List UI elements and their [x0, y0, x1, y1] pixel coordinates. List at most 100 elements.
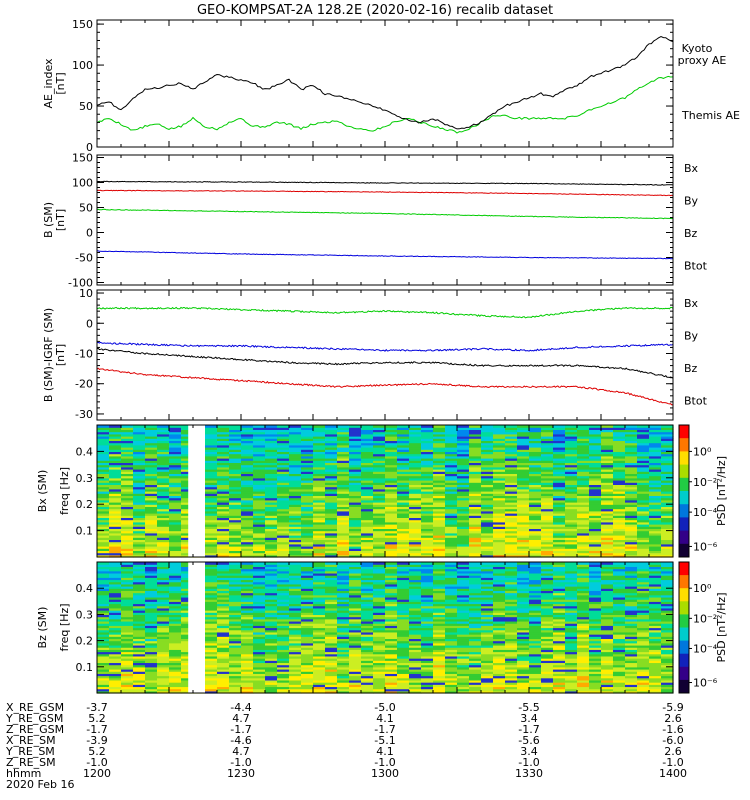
- psd-cell: [289, 433, 302, 437]
- psd-cell: [265, 497, 278, 501]
- psd-cell: [253, 579, 266, 583]
- psd-cell: [145, 436, 158, 439]
- psd-cell: [661, 471, 674, 474]
- psd-cell: [181, 532, 194, 536]
- psd-cell: [601, 431, 614, 435]
- psd-cell: [325, 535, 338, 538]
- psd-cell: [337, 625, 350, 629]
- psd-cell: [661, 521, 674, 525]
- psd-cell: [277, 497, 290, 501]
- psd-cell: [313, 684, 326, 688]
- psd-cell: [337, 480, 350, 483]
- psd-cell: [241, 473, 254, 477]
- psd-cell: [457, 458, 470, 461]
- psd-cell: [181, 429, 194, 433]
- psd-cell: [445, 526, 458, 529]
- psd-cell: [433, 475, 446, 479]
- psd-cell: [337, 671, 350, 674]
- psd-cell: [385, 572, 398, 576]
- psd-cell: [601, 499, 614, 503]
- psd-cell: [529, 495, 542, 499]
- psd-cell: [301, 562, 314, 565]
- psd-cell: [469, 554, 482, 558]
- psd-cell: [373, 620, 386, 624]
- psd-cell: [253, 513, 266, 516]
- psd-cell: [493, 539, 506, 543]
- psd-cell: [325, 684, 338, 688]
- psd-cell: [433, 491, 446, 494]
- psd-cell: [181, 655, 194, 659]
- psd-cell: [409, 504, 422, 507]
- psd-cell: [229, 431, 242, 435]
- psd-cell: [481, 488, 494, 492]
- psd-cell: [337, 631, 350, 635]
- psd-cell: [409, 537, 422, 540]
- psd-cell: [445, 442, 458, 446]
- psd-cell: [133, 662, 146, 666]
- psd-cell: [493, 535, 506, 538]
- psd-cell: [457, 539, 470, 543]
- psd-cell: [661, 546, 674, 549]
- psd-cell: [553, 550, 566, 554]
- series-line-btot: [96, 180, 674, 186]
- psd-cell: [145, 546, 158, 549]
- psd-cell: [565, 486, 578, 490]
- psd-cell: [337, 644, 350, 648]
- psd-cell: [601, 425, 614, 428]
- psd-cell: [409, 625, 422, 629]
- psd-cell: [181, 528, 194, 532]
- psd-cell: [169, 513, 182, 516]
- psd-cell: [589, 554, 602, 558]
- psd-cell: [169, 546, 182, 549]
- psd-cell: [493, 510, 506, 514]
- psd-cell: [109, 528, 122, 532]
- psd-cell: [169, 532, 182, 536]
- psd-cell: [229, 537, 242, 540]
- psd-cell: [157, 658, 170, 661]
- psd-cell: [433, 471, 446, 474]
- psd-cell: [529, 425, 542, 428]
- psd-cell: [385, 579, 398, 583]
- psd-cell: [409, 453, 422, 457]
- psd-cell: [553, 519, 566, 523]
- psd-cell: [625, 519, 638, 523]
- psd-cell: [385, 554, 398, 558]
- psd-cell: [541, 447, 554, 450]
- psd-cell: [97, 546, 110, 549]
- psd-cell: [253, 688, 266, 692]
- psd-cell: [361, 444, 374, 448]
- psd-cell: [265, 541, 278, 545]
- psd-cell: [529, 433, 542, 437]
- psd-cell: [253, 596, 266, 600]
- psd-cell: [361, 651, 374, 655]
- psd-cell: [121, 668, 134, 672]
- psd-cell: [301, 539, 314, 543]
- psd-cell: [541, 458, 554, 461]
- psd-cell: [541, 513, 554, 516]
- psd-cell: [145, 634, 158, 637]
- psd-cell: [517, 513, 530, 516]
- psd-cell: [385, 636, 398, 640]
- psd-cell: [637, 449, 650, 452]
- psd-cell: [157, 502, 170, 505]
- psd-cell: [109, 524, 122, 527]
- psd-cell: [577, 486, 590, 490]
- psd-cell: [169, 629, 182, 633]
- psd-cell: [361, 638, 374, 642]
- psd-cell: [445, 475, 458, 479]
- psd-cell: [505, 535, 518, 538]
- psd-cell: [493, 497, 506, 501]
- psd-cell: [325, 537, 338, 540]
- psd-cell: [433, 519, 446, 523]
- psd-cell: [181, 570, 194, 574]
- psd-cell: [145, 480, 158, 483]
- psd-cell: [289, 620, 302, 624]
- psd-cell: [121, 499, 134, 503]
- psd-cell: [205, 442, 218, 446]
- psd-cell: [253, 455, 266, 459]
- psd-cell: [553, 458, 566, 461]
- psd-cell: [517, 473, 530, 477]
- psd-cell: [121, 521, 134, 525]
- psd-cell: [469, 532, 482, 536]
